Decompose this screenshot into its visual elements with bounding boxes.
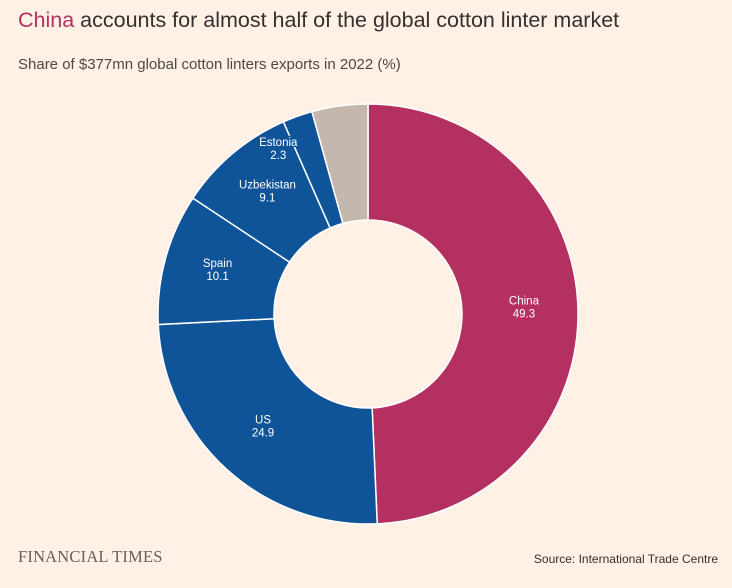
slice-name: China bbox=[509, 296, 540, 308]
slice-value: 2.3 bbox=[270, 150, 286, 162]
ft-brand: FINANCIAL TIMES bbox=[18, 547, 163, 566]
slice-other bbox=[311, 103, 369, 225]
chart-title: China accounts for almost half of the gl… bbox=[18, 6, 619, 34]
source-note: Source: International Trade Centre bbox=[533, 552, 718, 566]
slice-name: US bbox=[255, 414, 271, 426]
slice-value: 9.1 bbox=[259, 193, 275, 205]
chart-subtitle: Share of $377mn global cotton linters ex… bbox=[18, 56, 401, 73]
slice-name: Estonia bbox=[259, 137, 298, 149]
title-highlight: China bbox=[18, 8, 75, 32]
slice-value: 24.9 bbox=[252, 427, 274, 439]
slice-name: Spain bbox=[203, 258, 232, 270]
slice-value: 49.3 bbox=[513, 309, 535, 321]
slice-us bbox=[157, 317, 379, 525]
title-rest: accounts for almost half of the global c… bbox=[74, 8, 620, 32]
slice-china bbox=[367, 103, 579, 525]
slice-name: Uzbekistan bbox=[239, 180, 296, 192]
slice-value: 10.1 bbox=[206, 271, 228, 283]
